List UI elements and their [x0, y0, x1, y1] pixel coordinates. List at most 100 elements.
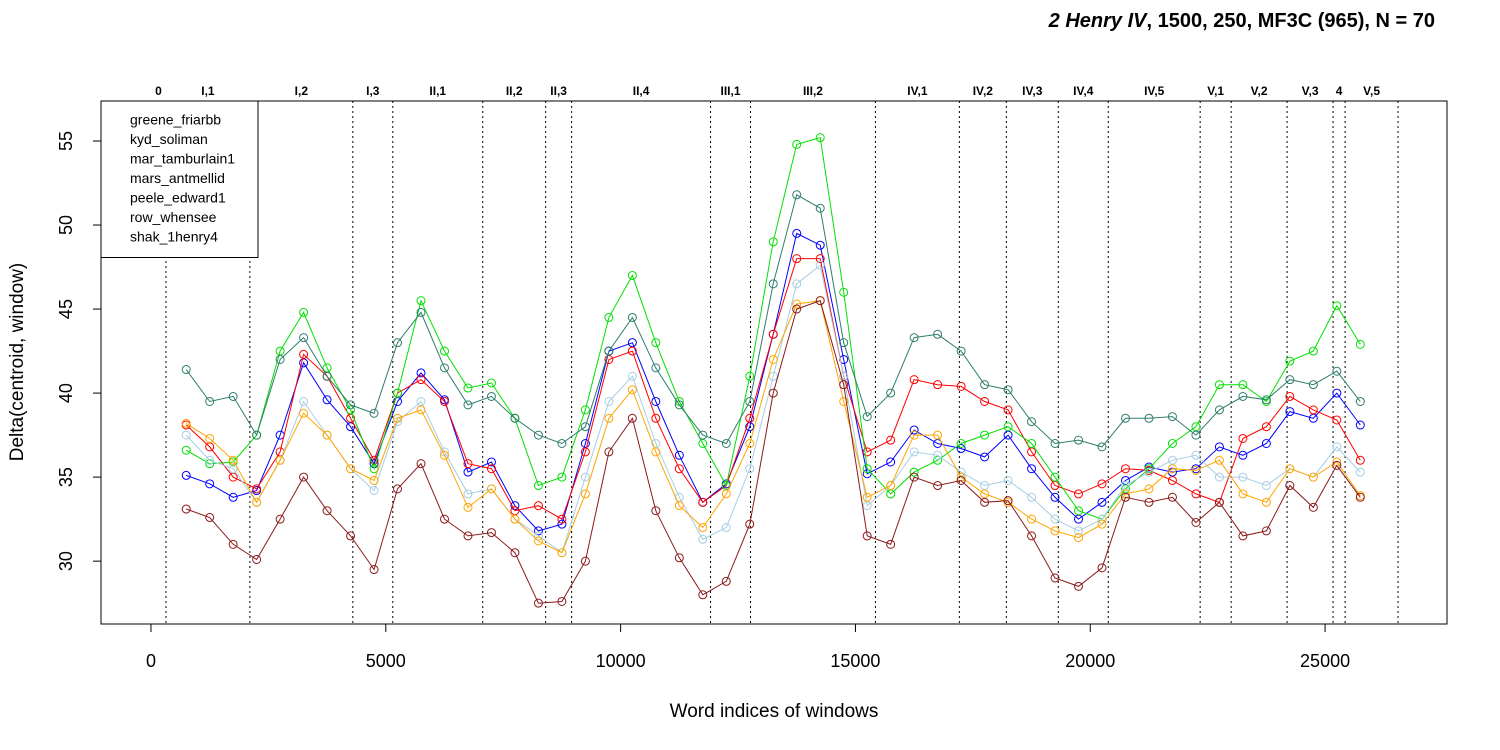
- data-point: [839, 287, 849, 297]
- data-point: [1050, 526, 1060, 536]
- data-point: [1074, 533, 1084, 543]
- data-point: [533, 481, 543, 491]
- y-tick-label: 35: [56, 467, 76, 487]
- data-point: [768, 329, 778, 339]
- data-point: [1355, 492, 1365, 502]
- data-point: [1285, 407, 1295, 417]
- data-point: [1261, 526, 1271, 536]
- data-point: [1050, 514, 1060, 524]
- data-point: [980, 497, 990, 507]
- data-point: [980, 430, 990, 440]
- data-point: [839, 380, 849, 390]
- data-point: [1144, 413, 1154, 423]
- data-point: [416, 296, 426, 306]
- data-point: [956, 439, 966, 449]
- data-point: [815, 133, 825, 143]
- scene-label: II,3: [550, 84, 567, 98]
- data-point: [1097, 563, 1107, 573]
- data-point: [721, 439, 731, 449]
- data-point: [604, 396, 614, 406]
- data-point: [557, 548, 567, 558]
- series-line: [186, 300, 1361, 604]
- data-point: [1308, 380, 1318, 390]
- data-point: [721, 489, 731, 499]
- data-point: [1355, 467, 1365, 477]
- data-point: [205, 396, 215, 406]
- data-point: [792, 139, 802, 149]
- data-point: [1285, 481, 1295, 491]
- data-point: [228, 492, 238, 502]
- data-point: [1120, 413, 1130, 423]
- title-italic: 2 Henry IV: [1048, 10, 1148, 32]
- data-point: [299, 408, 309, 418]
- data-point: [909, 425, 919, 435]
- data-point: [205, 512, 215, 522]
- data-point: [1120, 492, 1130, 502]
- plot-box: [100, 100, 1448, 625]
- data-point: [322, 506, 332, 516]
- chart-title: 2 Henry IV, 1500, 250, MF3C (965), N = 7…: [1048, 10, 1435, 32]
- data-point: [1167, 439, 1177, 449]
- data-point: [1332, 442, 1342, 452]
- data-point: [674, 464, 684, 474]
- data-point: [1097, 479, 1107, 489]
- data-point: [1144, 464, 1154, 474]
- data-point: [1285, 391, 1295, 401]
- data-point: [181, 418, 191, 428]
- data-point: [1074, 435, 1084, 445]
- data-point: [580, 472, 590, 482]
- data-point: [322, 395, 332, 405]
- data-point: [768, 354, 778, 364]
- data-point: [486, 464, 496, 474]
- scene-label: 0: [155, 84, 162, 98]
- data-point: [205, 479, 215, 489]
- data-point: [886, 539, 896, 549]
- data-point: [275, 354, 285, 364]
- data-point: [181, 470, 191, 480]
- data-point: [439, 514, 449, 524]
- data-point: [1191, 489, 1201, 499]
- data-point: [1097, 519, 1107, 529]
- data-point: [1144, 467, 1154, 477]
- y-axis-label: Delta(centroid, window): [7, 263, 28, 462]
- data-point: [1120, 464, 1130, 474]
- data-point: [1332, 366, 1342, 376]
- data-point: [228, 539, 238, 549]
- scene-label: III,1: [721, 84, 741, 98]
- series-line: [185, 136, 1361, 520]
- data-point: [580, 422, 590, 432]
- y-tick-label: 55: [56, 131, 76, 151]
- scene-label: II,4: [633, 84, 650, 98]
- data-point: [275, 455, 285, 465]
- series-line: [186, 232, 1361, 532]
- data-point: [1332, 460, 1342, 470]
- data-point: [439, 396, 449, 406]
- data-point: [909, 472, 919, 482]
- data-point: [909, 467, 919, 477]
- legend-entry: greene_friarbb: [130, 112, 221, 128]
- x-axis-label: Word indices of windows: [670, 701, 879, 722]
- data-point: [1027, 439, 1037, 449]
- data-point: [393, 417, 403, 427]
- data-point: [299, 307, 309, 317]
- data-point: [651, 506, 661, 516]
- data-point: [745, 464, 755, 474]
- data-point: [533, 526, 543, 536]
- data-point: [322, 371, 332, 381]
- y-tick-label: 40: [56, 383, 76, 403]
- data-point: [463, 531, 473, 541]
- data-point: [1308, 472, 1318, 482]
- data-point: [205, 455, 215, 465]
- scene-label: IV,2: [973, 84, 994, 98]
- data-point: [275, 514, 285, 524]
- data-point: [745, 519, 755, 529]
- data-point: [252, 497, 262, 507]
- data-point: [346, 405, 356, 415]
- data-point: [933, 380, 943, 390]
- scene-label: IV,3: [1022, 84, 1043, 98]
- data-point: [510, 548, 520, 558]
- y-tick-label: 30: [56, 551, 76, 571]
- data-point: [533, 536, 543, 546]
- data-point: [933, 481, 943, 491]
- legend-entry: mar_tamburlain1: [130, 151, 235, 167]
